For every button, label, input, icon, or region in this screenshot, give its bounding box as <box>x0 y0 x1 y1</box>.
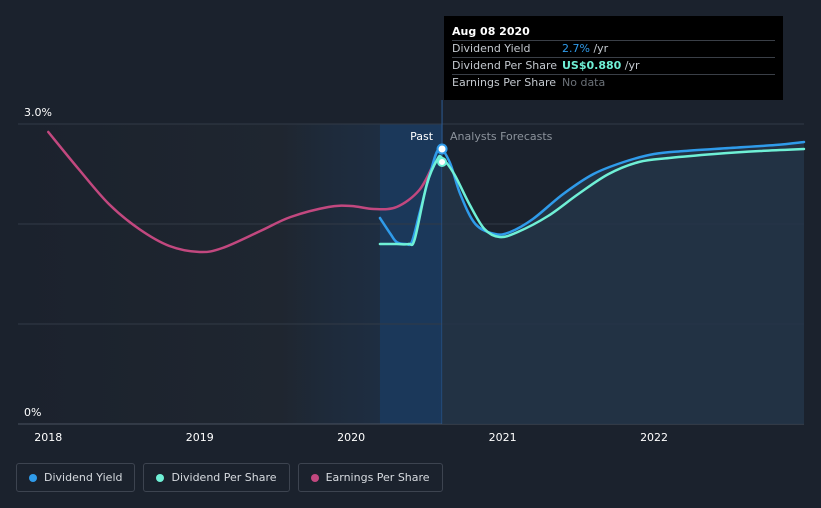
y-tick-label: 3.0% <box>24 106 52 119</box>
series-line-earnings-per-share <box>47 130 436 254</box>
tooltip-label: Earnings Per Share <box>452 76 557 89</box>
tooltip-value: US$0.880 <box>562 59 622 72</box>
x-tick-label: 2019 <box>186 431 214 444</box>
legend-dot-icon <box>310 473 319 482</box>
tooltip-label: Dividend Yield <box>452 42 531 55</box>
forecast-label: Analysts Forecasts <box>450 130 553 143</box>
legend: Dividend Yield Dividend Per Share Earnin… <box>16 463 451 492</box>
x-tick-label: 2020 <box>337 431 365 444</box>
tooltip-value: No data <box>562 76 606 89</box>
tooltip-unit: /yr <box>589 42 609 55</box>
past-dividend-region <box>379 124 443 424</box>
tooltip-value: 2.7% <box>562 42 590 55</box>
series-line-dividend-per-share <box>378 147 806 247</box>
legend-item-earnings-per-share[interactable]: Earnings Per Share <box>297 463 443 492</box>
legend-label: Earnings Per Share <box>325 471 430 484</box>
tooltip-unit: /yr <box>621 59 640 72</box>
tooltip-label: Dividend Per Share <box>452 59 558 72</box>
legend-dot-icon <box>29 473 37 482</box>
legend-dot-icon <box>156 473 165 482</box>
past-label: Past <box>410 130 434 143</box>
legend-label: Dividend Yield <box>44 471 123 484</box>
x-tick-label: 2022 <box>640 431 668 444</box>
past-region <box>18 124 443 424</box>
tooltip-row-earnings-per-share: Earnings Per Share No data <box>452 74 775 91</box>
legend-item-dividend-yield[interactable]: Dividend Yield <box>16 463 136 492</box>
tooltip-row-dividend-yield: Dividend Yield 2.7% /yr <box>452 40 775 57</box>
x-tick-label: 2018 <box>34 431 62 444</box>
x-tick-label: 2021 <box>489 431 517 444</box>
legend-label: Dividend Per Share <box>171 471 277 484</box>
y-tick-label: 0% <box>24 406 41 419</box>
tooltip-date: Aug 08 2020 <box>452 25 530 38</box>
legend-item-dividend-per-share[interactable]: Dividend Per Share <box>143 463 290 492</box>
point-dividend-per-share <box>437 157 448 167</box>
tooltip-panel: Aug 08 2020 Dividend Yield 2.7% /yr Divi… <box>444 16 783 100</box>
tooltip-row-dividend-per-share: Dividend Per Share US$0.880 /yr <box>452 57 775 74</box>
point-dividend-yield <box>436 143 448 155</box>
forecast-area <box>442 142 804 424</box>
